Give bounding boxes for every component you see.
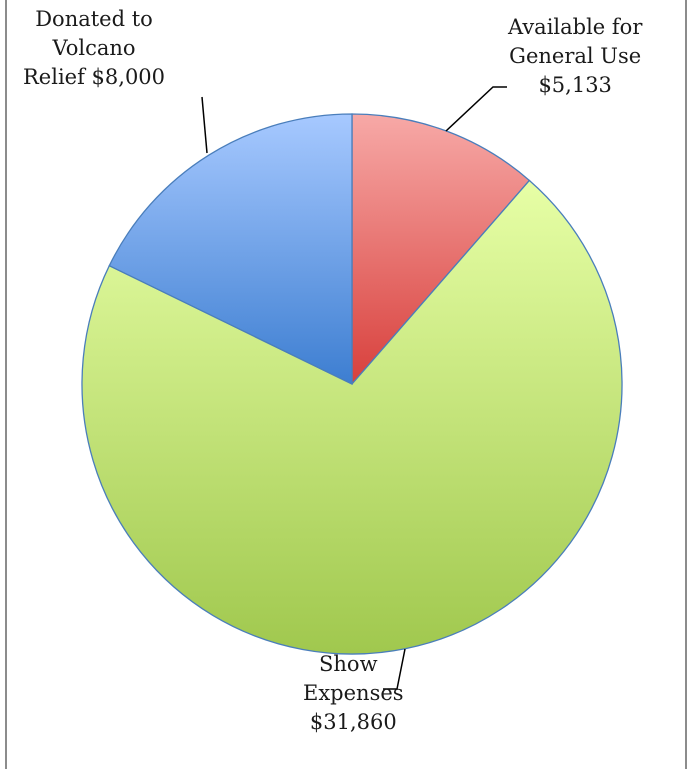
- slice-label-available: Available for General Use $5,133: [508, 13, 642, 100]
- pie-slice-show-expenses: [81, 179, 623, 655]
- slice-label-available-line-2: General Use: [509, 44, 642, 68]
- chart-frame: [5, 0, 687, 769]
- slice-label-donated-line-1: Donated to: [35, 7, 153, 31]
- slice-label-donated-line-2: Volcano: [52, 36, 136, 60]
- leader-line-show-expenses: [383, 648, 406, 690]
- leader-line-available: [445, 86, 507, 132]
- slice-label-available-line-3: $5,133: [538, 73, 612, 97]
- leader-line-donated: [201, 96, 208, 154]
- slice-label-show-line-2: Expenses: [303, 681, 404, 705]
- slice-label-show-expenses: Show Expenses $31,860: [303, 650, 404, 737]
- slice-label-show-line-1: Show: [319, 652, 378, 676]
- slice-label-donated: Donated to Volcano Relief $8,000: [23, 5, 165, 92]
- slice-label-show-line-3: $31,860: [309, 710, 397, 734]
- pie-slice-donated: [108, 113, 353, 386]
- slice-label-donated-line-3: Relief $8,000: [23, 65, 166, 89]
- slice-label-available-line-1: Available for: [508, 15, 643, 39]
